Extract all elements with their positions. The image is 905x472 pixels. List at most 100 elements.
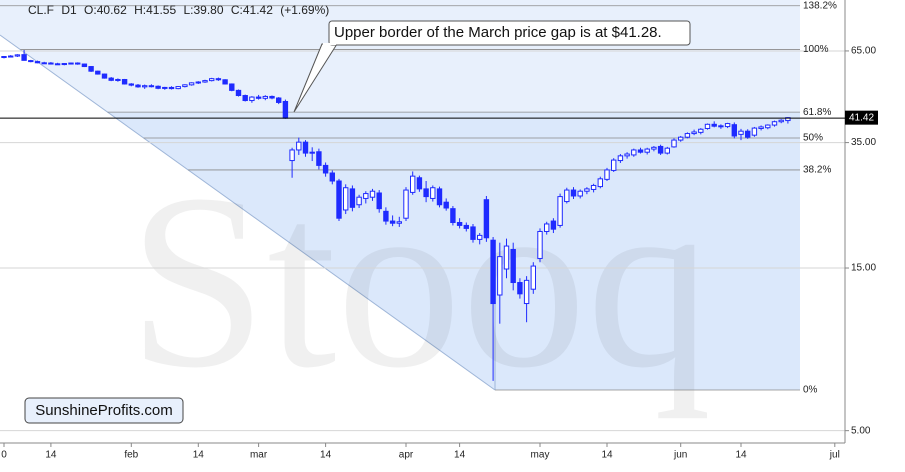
x-tick-label: 14 [45,450,57,461]
last-price-label: 41.42 [849,112,874,123]
y-tick-label: 35.00 [851,137,876,148]
candle-body-down [383,210,389,222]
candle-body-up [577,190,583,197]
y-tick-label: 5.00 [851,425,871,436]
candle-body-down [215,78,222,81]
candle-body-down [423,188,429,198]
candle-body-up [195,81,202,84]
candle-body-up [142,85,148,88]
y-tick-label: 15.00 [851,263,876,274]
close-price: C:41.42 [231,3,273,17]
candle-body-down [550,220,557,230]
candle-body-up [597,178,603,188]
x-tick-label: mar [250,450,268,461]
candle-body-down [443,201,449,209]
candle-body-down [255,96,262,99]
candle-body-up [624,153,630,157]
candle-body-down [450,208,456,223]
candle-body-up [209,78,215,82]
candle-body-down [276,97,282,103]
candle-body-up [778,119,784,123]
candle-body-up [202,80,208,83]
candle-body-down [316,151,322,166]
candle-body-down [657,145,664,154]
candle-body-up [262,95,269,99]
candle-body-down [235,89,242,97]
candle-body-up [356,196,362,206]
candle-body-down [731,124,737,137]
candle-body-down [88,66,94,72]
candle-body-down [121,78,128,85]
candle-body-down [54,63,61,66]
candle-body-down [376,192,382,210]
candle-body-up [497,256,503,296]
candle-body-up [115,78,121,81]
x-tick-label: apr [399,450,414,461]
candle-body-up [14,54,21,57]
candle-body-up [289,149,295,162]
candle-body-down [282,100,289,119]
candle-body-up [8,55,14,58]
candle-body-down [510,248,516,284]
candle-body-up [188,82,195,86]
brand-box [24,397,184,424]
x-tick-label: feb [124,450,138,461]
brand: SunshineProfits.com [35,402,173,419]
candle-body-down [416,177,423,190]
header: CL.F D1 O:40.62 H:41.55 L:39.80 C:41.42 … [28,3,329,17]
candle-body-up [644,148,650,153]
candle-body-down [322,164,329,174]
candle-body-up [651,146,657,150]
candle-body-up [771,121,778,126]
candle-body-up [684,133,691,138]
candle-body-up [175,86,181,90]
candle-body-down [745,130,751,138]
candle-body-down [101,73,108,79]
candle-body-down [389,220,396,224]
annotation: Upper border of the March price gap is a… [334,24,662,41]
candle-body-down [336,180,342,219]
candle-body-down [34,61,41,64]
candle-body-down [128,83,135,86]
low-price: L:39.80 [183,3,223,17]
candle-body-up [477,234,483,240]
candle-body-up [1,56,7,59]
candle-body-up [523,279,530,305]
candle-body-down [570,189,577,197]
candle-body-down [490,239,496,305]
candle-body-down [483,199,490,239]
timeframe: D1 [61,3,77,17]
fib-retracement-zone [107,112,800,390]
candle-body-up [785,117,791,122]
candle-body-down [229,83,235,91]
candle-body-up [698,128,704,133]
candle-body-up [430,187,436,199]
candle-body-up [410,175,416,193]
candle-body-up [68,62,74,65]
candle-body-up [343,187,349,211]
candle-body-up [544,223,550,232]
candle-body-up [557,196,563,226]
candle-body-up [751,127,758,136]
candle-body-down [21,54,27,61]
candle-body-up [363,193,369,199]
candle-body-down [329,172,336,182]
x-tick-label: jun [673,450,687,461]
candle-body-down [456,221,463,226]
candle-body-down [637,149,644,153]
candle-body-up [296,141,302,151]
candle-body-up [617,155,624,162]
open-price: O:40.62 [84,3,127,17]
fib-label: 61.8% [803,107,831,118]
candle-body-down [28,60,34,63]
candle-body-up [249,96,255,102]
candle-body-up [537,230,543,259]
candle-body-down [222,79,228,85]
grid: 65.00 35.00 15.00 5.00 0 14 feb 14 mar 14 apr 14 may… [0,46,876,461]
candle-body-up [631,149,637,156]
candle-body-up [530,265,536,290]
fib-levels: 138.2% 100% 61.8% 50% 38.2% 0% [0,0,837,396]
fib-diagonal [0,34,496,391]
candle-body-down [349,188,356,208]
